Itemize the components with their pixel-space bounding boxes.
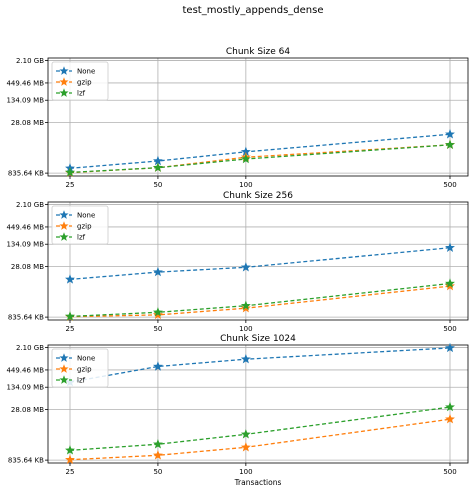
plot-area-frame bbox=[47, 201, 469, 321]
x-tick-label: 25 bbox=[66, 468, 75, 476]
series-line-lzf bbox=[69, 144, 451, 174]
data-point-lzf bbox=[152, 162, 163, 172]
legend: None gzip lzf bbox=[51, 348, 109, 388]
plot-area-frame bbox=[47, 344, 469, 464]
x-axis-label: Transactions bbox=[234, 478, 282, 487]
y-tick-label: 134.09 MB bbox=[6, 97, 44, 105]
data-point-lzf bbox=[152, 439, 163, 449]
x-tick-label: 100 bbox=[239, 181, 252, 189]
legend-marker bbox=[59, 77, 69, 86]
y-tick-label: 2.10 GB bbox=[16, 201, 44, 209]
data-point-lzf bbox=[445, 401, 455, 412]
data-point-lzf bbox=[240, 153, 251, 164]
y-tick-label: 2.10 GB bbox=[16, 57, 44, 65]
x-tick-label: 50 bbox=[153, 325, 162, 333]
data-point-none bbox=[445, 242, 455, 252]
x-tick-label: 100 bbox=[239, 325, 252, 333]
legend-marker bbox=[59, 232, 69, 241]
data-point-none bbox=[152, 361, 163, 371]
y-tick-label: 28.08 MB bbox=[11, 263, 44, 271]
y-tick-label: 449.46 MB bbox=[6, 366, 44, 374]
legend-marker bbox=[59, 375, 69, 384]
legend-label: gzip bbox=[77, 79, 92, 87]
legend-label: None bbox=[77, 212, 95, 220]
y-tick-label: 835.64 KB bbox=[8, 170, 44, 178]
x-tick-label: 100 bbox=[239, 468, 252, 476]
data-point-lzf bbox=[240, 300, 251, 310]
series-line-none bbox=[69, 133, 451, 169]
panel-title: Chunk Size 256 bbox=[223, 191, 293, 201]
data-point-lzf bbox=[445, 139, 455, 150]
chart-panel-2: Chunk Size 256 835.64 KB 28.08 MB 134.09 MB… bbox=[6, 191, 469, 333]
data-point-gzip bbox=[152, 450, 163, 460]
series-line-gzip bbox=[69, 144, 451, 174]
data-point-none bbox=[152, 155, 163, 166]
series-line-none bbox=[69, 247, 451, 281]
legend-marker bbox=[59, 210, 69, 219]
x-tick-label: 500 bbox=[443, 181, 456, 189]
data-point-lzf bbox=[65, 311, 75, 321]
x-tick-label: 50 bbox=[153, 181, 162, 189]
legend-marker bbox=[59, 364, 69, 373]
legend-marker bbox=[59, 88, 69, 97]
data-point-none bbox=[445, 129, 455, 139]
data-point-lzf bbox=[152, 307, 163, 317]
series-line-lzf bbox=[69, 406, 451, 451]
data-point-gzip bbox=[65, 454, 75, 464]
x-tick-label: 25 bbox=[66, 325, 75, 333]
legend-label: gzip bbox=[77, 366, 92, 374]
x-tick-label: 50 bbox=[153, 468, 162, 476]
y-tick-label: 835.64 KB bbox=[8, 457, 44, 465]
data-point-none bbox=[152, 266, 163, 277]
legend: None gzip lzf bbox=[51, 61, 109, 101]
data-point-lzf bbox=[65, 167, 75, 177]
panel-title: Chunk Size 64 bbox=[226, 47, 291, 57]
data-point-none bbox=[240, 353, 251, 364]
y-tick-label: 28.08 MB bbox=[11, 406, 44, 414]
panel-title: Chunk Size 1024 bbox=[220, 334, 296, 344]
y-tick-label: 28.08 MB bbox=[11, 119, 44, 127]
legend-label: lzf bbox=[77, 90, 86, 98]
series-line-lzf bbox=[69, 282, 451, 318]
data-point-lzf bbox=[445, 278, 455, 288]
x-tick-label: 25 bbox=[66, 181, 75, 189]
data-point-lzf bbox=[65, 445, 75, 455]
data-point-lzf bbox=[240, 429, 251, 439]
chart-panel-3: Chunk Size 1024 835.64 KB 28.08 MB 134.09 M… bbox=[6, 334, 469, 487]
legend-marker bbox=[59, 66, 69, 75]
legend-label: lzf bbox=[77, 234, 86, 242]
series-line-none bbox=[69, 347, 451, 383]
y-tick-label: 835.64 KB bbox=[8, 314, 44, 322]
legend-label: None bbox=[77, 68, 95, 76]
figure-title: test_mostly_appends_dense bbox=[183, 5, 324, 16]
y-tick-label: 449.46 MB bbox=[6, 223, 44, 231]
series-line-gzip bbox=[69, 285, 451, 318]
series-line-gzip bbox=[69, 418, 451, 461]
legend-label: gzip bbox=[77, 223, 92, 231]
y-tick-label: 2.10 GB bbox=[16, 344, 44, 352]
plot-area-frame bbox=[47, 57, 469, 177]
legend-label: lzf bbox=[77, 377, 86, 385]
data-point-none bbox=[240, 146, 251, 157]
legend-label: None bbox=[77, 355, 95, 363]
y-tick-label: 134.09 MB bbox=[6, 384, 44, 392]
legend: None gzip lzf bbox=[51, 205, 109, 245]
y-tick-label: 449.46 MB bbox=[6, 79, 44, 87]
data-point-none bbox=[65, 274, 75, 284]
x-tick-label: 500 bbox=[443, 468, 456, 476]
legend-marker bbox=[59, 221, 69, 230]
y-tick-label: 134.09 MB bbox=[6, 241, 44, 249]
data-point-none bbox=[445, 342, 455, 353]
data-point-none bbox=[240, 262, 251, 272]
data-point-gzip bbox=[240, 442, 251, 452]
x-tick-label: 500 bbox=[443, 325, 456, 333]
legend-marker bbox=[59, 353, 69, 362]
data-point-gzip bbox=[445, 414, 455, 424]
chart-panel-1: Chunk Size 64 835.64 KB 28.08 MB 134.09 MB 4… bbox=[6, 47, 469, 189]
